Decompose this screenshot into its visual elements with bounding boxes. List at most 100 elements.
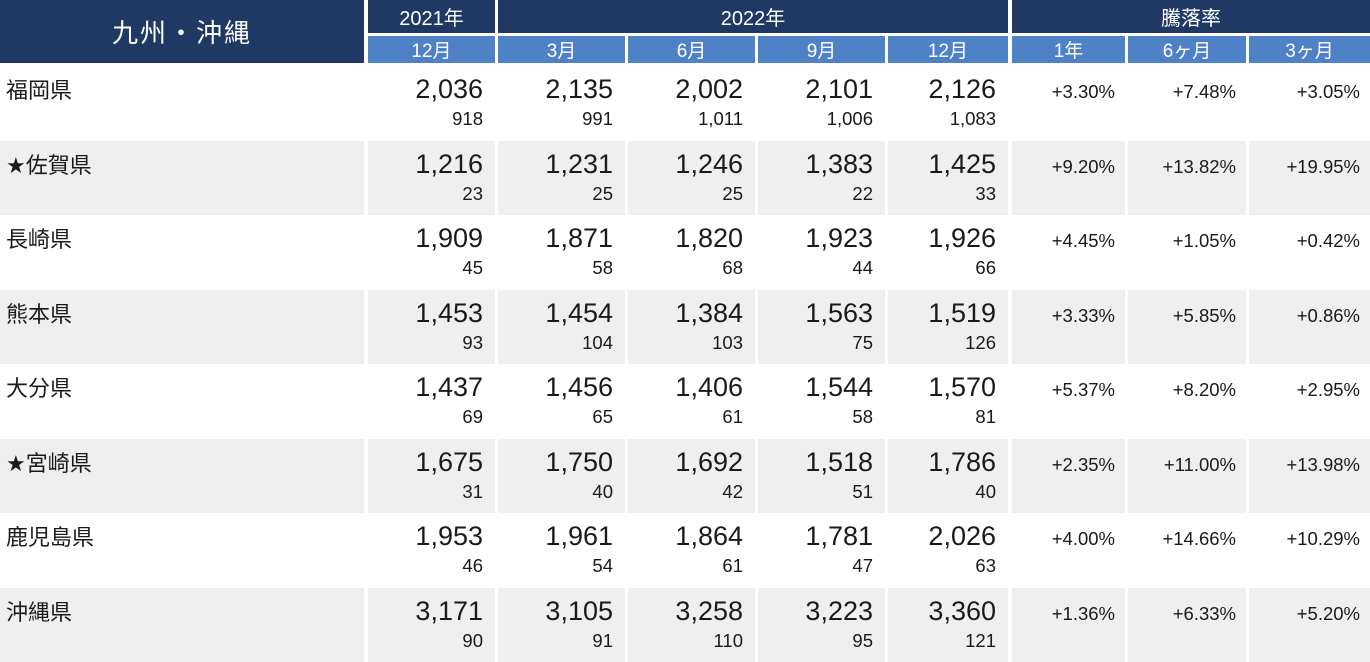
price-value: 1,953 bbox=[368, 513, 498, 555]
transaction-count: 1,011 bbox=[628, 108, 758, 141]
transaction-count: 110 bbox=[628, 630, 758, 662]
transaction-count: 93 bbox=[368, 332, 498, 365]
price-value: 1,437 bbox=[368, 364, 498, 406]
transaction-count: 69 bbox=[368, 406, 498, 439]
spacer-cell bbox=[1012, 555, 1128, 588]
spacer-cell bbox=[1012, 183, 1128, 216]
spacer-cell bbox=[1249, 630, 1370, 662]
transaction-count: 47 bbox=[758, 555, 888, 588]
price-value: 1,750 bbox=[498, 439, 628, 481]
price-value: 3,360 bbox=[888, 588, 1012, 630]
spacer-cell bbox=[0, 257, 368, 290]
transaction-count: 65 bbox=[498, 406, 628, 439]
spacer-cell bbox=[1249, 481, 1370, 514]
transaction-count: 104 bbox=[498, 332, 628, 365]
price-value: 3,223 bbox=[758, 588, 888, 630]
rate-value: +10.29% bbox=[1249, 513, 1370, 555]
prefecture-name: 鹿児島県 bbox=[0, 513, 368, 555]
spacer-cell bbox=[1128, 406, 1249, 439]
spacer-cell bbox=[1249, 332, 1370, 365]
price-value: 1,246 bbox=[628, 141, 758, 183]
rate-value: +8.20% bbox=[1128, 364, 1249, 406]
rate-period-header-0: 1年 bbox=[1012, 36, 1128, 66]
spacer-cell bbox=[1128, 332, 1249, 365]
transaction-count: 68 bbox=[628, 257, 758, 290]
price-value: 1,923 bbox=[758, 215, 888, 257]
transaction-count: 40 bbox=[498, 481, 628, 514]
transaction-count: 25 bbox=[498, 183, 628, 216]
spacer-cell bbox=[1249, 183, 1370, 216]
transaction-count: 44 bbox=[758, 257, 888, 290]
rate-value: +2.95% bbox=[1249, 364, 1370, 406]
spacer-cell bbox=[0, 630, 368, 662]
transaction-count: 126 bbox=[888, 332, 1012, 365]
spacer-cell bbox=[0, 332, 368, 365]
price-value: 3,171 bbox=[368, 588, 498, 630]
rate-period-header-2: 3ヶ月 bbox=[1249, 36, 1370, 66]
colgroup-2021: 2021年 bbox=[368, 0, 498, 36]
rate-value: +1.05% bbox=[1128, 215, 1249, 257]
rate-value: +19.95% bbox=[1249, 141, 1370, 183]
spacer-cell bbox=[1249, 555, 1370, 588]
price-value: 1,864 bbox=[628, 513, 758, 555]
transaction-count: 61 bbox=[628, 406, 758, 439]
price-value: 1,456 bbox=[498, 364, 628, 406]
transaction-count: 45 bbox=[368, 257, 498, 290]
transaction-count: 75 bbox=[758, 332, 888, 365]
rate-value: +3.33% bbox=[1012, 290, 1128, 332]
month-header-4: 12月 bbox=[888, 36, 1012, 66]
transaction-count: 31 bbox=[368, 481, 498, 514]
prefecture-name: 熊本県 bbox=[0, 290, 368, 332]
rate-value: +11.00% bbox=[1128, 439, 1249, 481]
price-value: 1,570 bbox=[888, 364, 1012, 406]
rate-value: +5.37% bbox=[1012, 364, 1128, 406]
rate-value: +4.45% bbox=[1012, 215, 1128, 257]
rate-value: +5.20% bbox=[1249, 588, 1370, 630]
price-value: 2,101 bbox=[758, 66, 888, 108]
rate-value: +13.82% bbox=[1128, 141, 1249, 183]
spacer-cell bbox=[1128, 257, 1249, 290]
transaction-count: 103 bbox=[628, 332, 758, 365]
price-value: 1,820 bbox=[628, 215, 758, 257]
month-header-3: 9月 bbox=[758, 36, 888, 66]
price-value: 1,406 bbox=[628, 364, 758, 406]
spacer-cell bbox=[1128, 108, 1249, 141]
month-header-1: 3月 bbox=[498, 36, 628, 66]
price-value: 1,453 bbox=[368, 290, 498, 332]
month-header-2: 6月 bbox=[628, 36, 758, 66]
transaction-count: 25 bbox=[628, 183, 758, 216]
spacer-cell bbox=[1128, 183, 1249, 216]
price-value: 1,519 bbox=[888, 290, 1012, 332]
price-value: 1,786 bbox=[888, 439, 1012, 481]
transaction-count: 1,006 bbox=[758, 108, 888, 141]
rate-value: +5.85% bbox=[1128, 290, 1249, 332]
price-value: 1,216 bbox=[368, 141, 498, 183]
prefecture-name: ★佐賀県 bbox=[0, 141, 368, 183]
transaction-count: 918 bbox=[368, 108, 498, 141]
spacer-cell bbox=[1249, 257, 1370, 290]
transaction-count: 91 bbox=[498, 630, 628, 662]
rate-value: +9.20% bbox=[1012, 141, 1128, 183]
price-value: 1,692 bbox=[628, 439, 758, 481]
header-group-row: 九州・沖縄 2021年 2022年 騰落率 bbox=[0, 0, 1370, 36]
transaction-count: 23 bbox=[368, 183, 498, 216]
rate-value: +0.86% bbox=[1249, 290, 1370, 332]
transaction-count: 81 bbox=[888, 406, 1012, 439]
transaction-count: 63 bbox=[888, 555, 1012, 588]
rate-value: +0.42% bbox=[1249, 215, 1370, 257]
colgroup-2022: 2022年 bbox=[498, 0, 1012, 36]
spacer-cell bbox=[1012, 630, 1128, 662]
transaction-count: 51 bbox=[758, 481, 888, 514]
rate-value: +7.48% bbox=[1128, 66, 1249, 108]
spacer-cell bbox=[0, 555, 368, 588]
spacer-cell bbox=[1012, 257, 1128, 290]
